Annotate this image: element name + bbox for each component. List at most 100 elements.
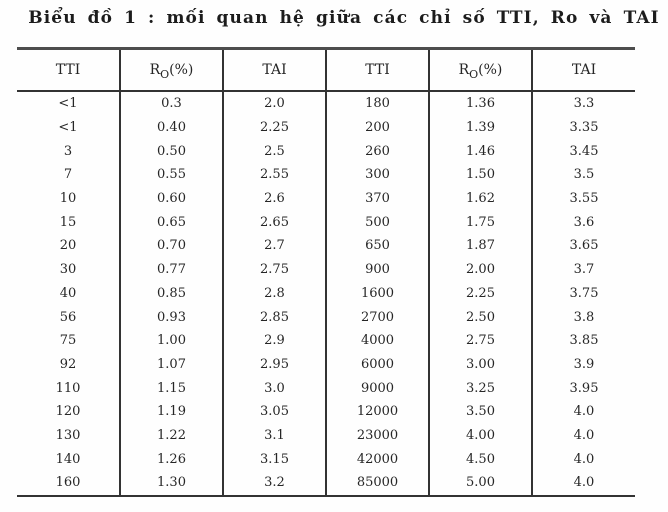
table-cell: 0.60 (119, 186, 223, 211)
table-row: 75 1.00 2.9 4000 2.75 3.85 (17, 328, 635, 353)
table-cell: 110 (55, 380, 81, 396)
table-cell: 85000 (325, 471, 429, 496)
table-cell: 1.30 (119, 471, 223, 496)
table-row: 7 0.55 2.55 300 1.50 3.5 (17, 163, 635, 187)
table-row: 20 0.70 2.7 650 1.87 3.65 (17, 234, 635, 258)
table-cell: 3.95 (531, 376, 635, 400)
table-cell: 130 (55, 427, 81, 443)
table-cell: 10 (59, 191, 77, 207)
table-cell: 4.0 (531, 399, 635, 424)
table-cell: 0.93 (119, 305, 223, 329)
table-cell: 1.39 (428, 115, 532, 140)
table-cell: 3.50 (428, 399, 532, 424)
header-text: R (458, 62, 470, 78)
table-cell: 4.0 (531, 471, 635, 496)
table-cell: 3.25 (428, 376, 532, 400)
table-row: 110 1.15 3.0 9000 3.25 3.95 (17, 376, 635, 400)
table-cell: 2.65 (222, 210, 326, 235)
table-cell: 1.36 (428, 91, 532, 116)
table-row: 15 0.65 2.65 500 1.75 3.6 (17, 210, 635, 235)
table-row: 140 1.26 3.15 42000 4.50 4.0 (17, 447, 635, 471)
header-text: R (149, 62, 161, 78)
table-cell: 2.7 (222, 234, 326, 258)
table-cell: 900 (325, 257, 429, 282)
table-cell: 3.65 (531, 234, 635, 258)
table-cell: 20 (59, 238, 77, 254)
table-cell: 180 (325, 91, 429, 116)
table-cell: <1 (58, 120, 78, 136)
table-cell: 2.9 (222, 328, 326, 353)
table-cell: 3.8 (531, 305, 635, 329)
table-cell: 370 (325, 186, 429, 211)
table-cell: 2.55 (222, 163, 326, 187)
table-cell: 3.55 (531, 186, 635, 211)
table-cell: 2.95 (222, 352, 326, 377)
table-cell: 1.46 (428, 139, 532, 164)
table-cell: 3.5 (531, 163, 635, 187)
column-header-tai-1: TAI (222, 48, 326, 92)
table-cell: 40 (59, 285, 77, 301)
table-cell: 1.62 (428, 186, 532, 211)
header-text: TAI (262, 62, 287, 78)
table-cell: 200 (325, 115, 429, 140)
table-cell: 4.0 (531, 447, 635, 471)
table-cell: 0.50 (119, 139, 223, 164)
table-row: 92 1.07 2.95 6000 3.00 3.9 (17, 352, 635, 377)
header-text: TAI (571, 62, 597, 78)
table-cell: <1 (58, 96, 78, 112)
table-cell: 2.00 (428, 257, 532, 282)
table-cell: 1.75 (428, 210, 532, 235)
table-cell: 2.0 (222, 91, 326, 116)
table-cell: 75 (59, 333, 77, 349)
table-cell: 3.6 (531, 210, 635, 235)
header-suffix: (%) (478, 62, 503, 78)
column-header-ro-2: RO(%) (428, 48, 532, 92)
table-cell: 1.07 (119, 352, 223, 377)
table-cell: 120 (55, 404, 81, 420)
column-header-tti-2: TTI (325, 48, 429, 92)
header-suffix: (%) (169, 62, 194, 78)
table-cell: 30 (59, 262, 77, 278)
table-cell: 3.05 (222, 399, 326, 424)
table-cell: 15 (59, 214, 77, 230)
table-cell: 3.45 (531, 139, 635, 164)
table-cell: 0.65 (119, 210, 223, 235)
table-header-row: TTI RO(%) TAI TTI RO(%) TAI (17, 48, 635, 92)
table-cell: 1.26 (119, 447, 223, 471)
table-cell: 4.50 (428, 447, 532, 471)
header-subscript: O (469, 67, 479, 81)
table-container: TTI RO(%) TAI TTI RO(%) TAI <1 0.3 2.0 180 1… (17, 47, 635, 497)
table-cell: 1.00 (119, 328, 223, 353)
table-cell: 4.00 (428, 423, 532, 448)
table-cell: 3.75 (531, 281, 635, 306)
table-cell: 260 (325, 139, 429, 164)
table-cell: 300 (325, 163, 429, 187)
table-cell: 92 (59, 356, 77, 372)
table-cell: 23000 (325, 423, 429, 448)
table-header: TTI RO(%) TAI TTI RO(%) TAI (17, 48, 635, 92)
table-cell: 4000 (325, 328, 429, 353)
table-cell: 0.3 (119, 91, 223, 116)
table-row: 56 0.93 2.85 2700 2.50 3.8 (17, 305, 635, 329)
table-cell: 3.15 (222, 447, 326, 471)
table-cell: 1600 (325, 281, 429, 306)
table-row: <1 0.3 2.0 180 1.36 3.3 (17, 91, 635, 116)
table-body: <1 0.3 2.0 180 1.36 3.3 <1 0.40 2.25 200 1.39 3.35 3… (17, 91, 635, 496)
table-cell: 650 (325, 234, 429, 258)
table-cell: 2.75 (222, 257, 326, 282)
table-cell: 140 (55, 451, 81, 467)
table-cell: 3 (63, 143, 73, 159)
table-cell: 9000 (325, 376, 429, 400)
table-cell: 160 (55, 475, 81, 491)
column-header-tai-2: TAI (531, 48, 635, 92)
table-row: 160 1.30 3.2 85000 5.00 4.0 (17, 471, 635, 496)
table-cell: 2.75 (428, 328, 532, 353)
table-cell: 5.00 (428, 471, 532, 496)
header-subscript: O (160, 67, 170, 81)
table-cell: 3.3 (531, 91, 635, 116)
table-row: 40 0.85 2.8 1600 2.25 3.75 (17, 281, 635, 306)
table-cell: 2.25 (222, 115, 326, 140)
table-cell: 2.50 (428, 305, 532, 329)
table-row: <1 0.40 2.25 200 1.39 3.35 (17, 115, 635, 140)
